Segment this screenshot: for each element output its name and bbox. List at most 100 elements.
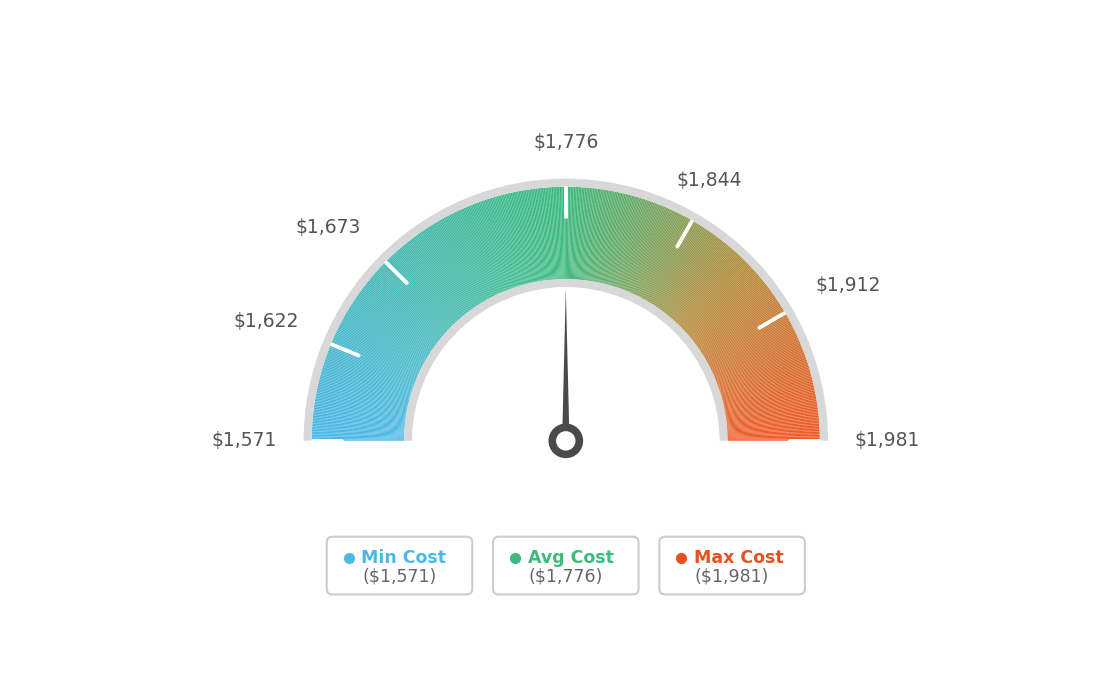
Wedge shape <box>639 215 682 297</box>
Wedge shape <box>331 342 417 379</box>
Wedge shape <box>321 368 411 396</box>
Wedge shape <box>312 419 405 428</box>
Wedge shape <box>553 187 559 279</box>
Wedge shape <box>405 243 465 315</box>
Wedge shape <box>326 356 413 388</box>
Wedge shape <box>665 239 722 313</box>
Wedge shape <box>311 436 404 439</box>
Wedge shape <box>328 351 415 384</box>
Wedge shape <box>315 404 406 419</box>
Wedge shape <box>725 400 817 415</box>
Wedge shape <box>353 301 431 353</box>
Wedge shape <box>336 333 420 373</box>
Wedge shape <box>321 371 411 397</box>
Wedge shape <box>724 392 816 411</box>
Wedge shape <box>703 306 782 356</box>
Wedge shape <box>677 255 741 324</box>
Wedge shape <box>554 187 560 279</box>
Wedge shape <box>330 344 416 380</box>
Wedge shape <box>495 197 522 286</box>
Wedge shape <box>311 440 404 441</box>
Wedge shape <box>670 246 730 317</box>
Wedge shape <box>542 188 552 280</box>
Wedge shape <box>341 320 424 365</box>
Wedge shape <box>388 259 453 326</box>
Wedge shape <box>322 367 411 395</box>
Wedge shape <box>427 227 478 306</box>
Wedge shape <box>588 189 603 281</box>
Wedge shape <box>683 266 751 330</box>
Text: ($1,776): ($1,776) <box>529 568 603 586</box>
Wedge shape <box>318 386 408 406</box>
Wedge shape <box>715 344 802 380</box>
Wedge shape <box>315 400 406 415</box>
Wedge shape <box>679 259 744 326</box>
Wedge shape <box>482 200 513 288</box>
Wedge shape <box>410 239 467 313</box>
Wedge shape <box>329 346 416 382</box>
Wedge shape <box>678 258 743 325</box>
Wedge shape <box>647 221 696 302</box>
Wedge shape <box>450 214 493 297</box>
Wedge shape <box>556 187 561 279</box>
Wedge shape <box>721 367 809 395</box>
Wedge shape <box>664 238 720 313</box>
Wedge shape <box>687 272 756 334</box>
Wedge shape <box>318 382 408 404</box>
Wedge shape <box>567 187 571 279</box>
Wedge shape <box>641 217 687 299</box>
Wedge shape <box>326 358 413 389</box>
Wedge shape <box>631 209 671 294</box>
Wedge shape <box>311 433 404 437</box>
Wedge shape <box>312 414 405 424</box>
Wedge shape <box>358 294 434 348</box>
Wedge shape <box>630 208 668 293</box>
Wedge shape <box>709 322 790 366</box>
Wedge shape <box>403 245 463 317</box>
Wedge shape <box>326 355 414 387</box>
Wedge shape <box>412 287 720 441</box>
Wedge shape <box>359 293 434 348</box>
Wedge shape <box>607 195 633 285</box>
Wedge shape <box>420 233 474 309</box>
Wedge shape <box>675 253 739 322</box>
Wedge shape <box>416 235 471 310</box>
Wedge shape <box>498 195 523 285</box>
Wedge shape <box>701 301 778 353</box>
Wedge shape <box>718 352 805 385</box>
Wedge shape <box>312 428 404 434</box>
Wedge shape <box>578 188 586 279</box>
Wedge shape <box>560 187 563 279</box>
Wedge shape <box>722 376 811 401</box>
Wedge shape <box>572 187 577 279</box>
Wedge shape <box>406 242 465 315</box>
Wedge shape <box>681 264 749 328</box>
Wedge shape <box>721 371 810 397</box>
Wedge shape <box>603 194 626 284</box>
Wedge shape <box>550 187 556 279</box>
Wedge shape <box>322 366 412 394</box>
Wedge shape <box>325 359 413 390</box>
Wedge shape <box>611 197 638 286</box>
Wedge shape <box>490 198 519 286</box>
Wedge shape <box>339 326 422 368</box>
Wedge shape <box>317 390 407 410</box>
Wedge shape <box>574 187 581 279</box>
Wedge shape <box>466 206 503 292</box>
Wedge shape <box>516 192 534 282</box>
Wedge shape <box>699 295 775 349</box>
Wedge shape <box>417 233 473 309</box>
Wedge shape <box>573 187 578 279</box>
Wedge shape <box>726 419 819 428</box>
Wedge shape <box>656 230 709 307</box>
Wedge shape <box>571 187 575 279</box>
Wedge shape <box>436 221 485 302</box>
Wedge shape <box>372 275 443 336</box>
Wedge shape <box>316 396 406 413</box>
Wedge shape <box>429 226 480 304</box>
Wedge shape <box>672 249 734 319</box>
Text: $1,571: $1,571 <box>212 431 277 451</box>
Wedge shape <box>622 202 655 289</box>
Wedge shape <box>415 235 470 310</box>
Wedge shape <box>346 313 426 360</box>
